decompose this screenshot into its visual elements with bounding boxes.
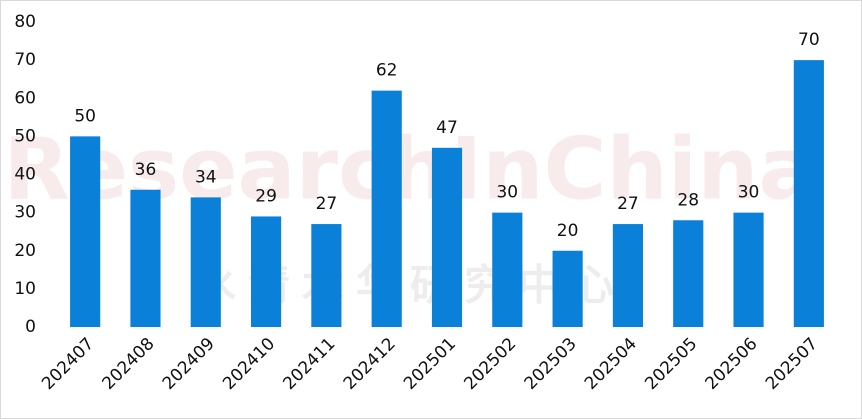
y-tick-label: 60 <box>14 88 36 108</box>
value-label: 50 <box>74 106 96 126</box>
value-label: 27 <box>617 194 639 214</box>
bar <box>733 212 764 327</box>
bar <box>431 147 463 327</box>
value-label: 47 <box>436 118 458 138</box>
value-label: 34 <box>195 167 217 187</box>
bar <box>673 220 704 327</box>
bar <box>190 197 221 327</box>
bar <box>492 212 523 327</box>
y-tick-label: 70 <box>14 50 36 70</box>
bar <box>70 136 101 327</box>
y-tick-label: 30 <box>14 203 36 223</box>
value-label: 27 <box>316 194 338 214</box>
value-label: 62 <box>376 61 398 81</box>
value-label: 30 <box>496 183 518 203</box>
bar <box>552 250 583 327</box>
bar <box>251 216 282 327</box>
value-label: 70 <box>798 30 820 50</box>
value-label: 28 <box>677 190 699 210</box>
bar <box>612 224 643 327</box>
value-label: 30 <box>738 183 760 203</box>
y-tick-label: 10 <box>14 279 36 299</box>
bar <box>130 189 161 327</box>
bar <box>793 60 824 327</box>
value-label: 36 <box>135 160 157 180</box>
y-tick-label: 0 <box>25 317 36 337</box>
y-tick-label: 50 <box>14 126 36 146</box>
bar <box>311 224 342 327</box>
y-tick-label: 20 <box>14 241 36 261</box>
y-tick-label: 40 <box>14 165 36 185</box>
bar <box>371 90 402 327</box>
value-label: 20 <box>557 221 579 241</box>
y-tick-label: 80 <box>14 12 36 32</box>
value-label: 29 <box>255 186 277 206</box>
